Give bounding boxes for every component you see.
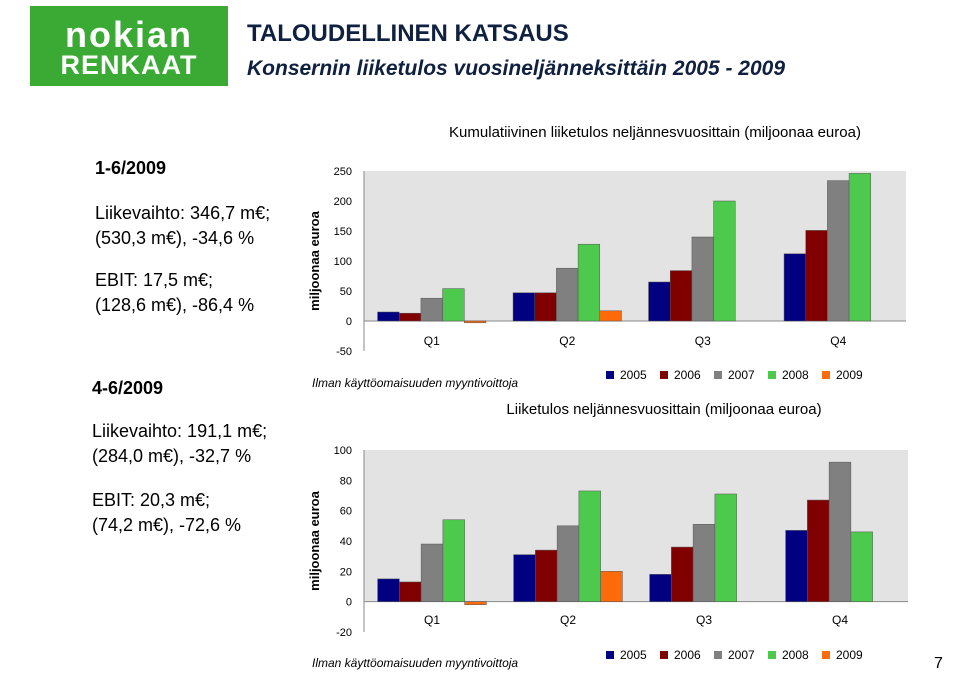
- legend-label: 2009: [836, 648, 863, 662]
- bar-2005-Q2: [513, 554, 536, 602]
- period1-line: Liikevaihto: 346,7 m€;: [95, 203, 271, 223]
- page-title: TALOUDELLINEN KATSAUS: [247, 20, 569, 47]
- bar-2009-Q1: [464, 601, 487, 605]
- legend-swatch-2008: [768, 371, 776, 379]
- y-tick-label: 20: [340, 566, 352, 578]
- legend-label: 2006: [674, 648, 701, 662]
- bar-2007-Q4: [828, 461, 852, 602]
- chart-note: Ilman käyttöomaisuuden myyntivoittoja: [312, 376, 518, 390]
- period1-line: EBIT: 17,5 m€;: [95, 270, 214, 290]
- y-tick-label: 0: [346, 316, 352, 328]
- bar-2008-Q2: [578, 490, 601, 602]
- bar-2008-Q3: [713, 200, 736, 322]
- bar-2008-Q3: [714, 493, 737, 602]
- legend-label: 2008: [782, 368, 809, 382]
- bar-2007-Q2: [556, 525, 580, 602]
- period2-line: Liikevaihto: 191,1 m€;: [92, 421, 268, 441]
- y-tick-label: 200: [334, 196, 352, 208]
- y-tick-label: 0: [346, 597, 352, 609]
- legend-swatch-2007: [714, 371, 722, 379]
- bar-2006-Q1: [399, 581, 422, 602]
- period2-line: (284,0 m€), -32,7 %: [92, 446, 252, 466]
- y-tick-label: -20: [336, 627, 352, 639]
- page-subtitle: Konsernin liiketulos vuosineljänneksittä…: [247, 57, 786, 80]
- x-category-label: Q4: [830, 334, 846, 348]
- y-axis-label: miljoonaa euroa: [307, 490, 322, 590]
- x-category-label: Q2: [559, 334, 575, 348]
- logo-line1: nokian: [64, 14, 193, 55]
- y-tick-label: -50: [336, 346, 352, 358]
- legend-label: 2006: [674, 368, 701, 382]
- period1-line: (530,3 m€), -34,6 %: [95, 228, 255, 248]
- bar-2006-Q2: [535, 549, 558, 602]
- chart-note: Ilman käyttöomaisuuden myyntivoittoja: [312, 656, 518, 670]
- y-axis-label: miljoonaa euroa: [307, 210, 322, 310]
- bar-2007-Q3: [692, 524, 716, 602]
- y-tick-label: 100: [334, 445, 352, 457]
- y-tick-label: 150: [334, 226, 352, 238]
- period2-title: 4-6/2009: [92, 378, 164, 398]
- legend-label: 2008: [782, 648, 809, 662]
- y-tick-label: 50: [340, 286, 352, 298]
- legend-label: 2005: [620, 648, 647, 662]
- period2-line: EBIT: 20,3 m€;: [92, 490, 211, 510]
- bar-2008-Q2: [577, 243, 601, 322]
- x-category-label: Q1: [424, 334, 440, 348]
- x-category-label: Q1: [424, 613, 440, 627]
- x-category-label: Q3: [695, 334, 711, 348]
- legend-swatch-2006: [660, 371, 668, 379]
- legend-swatch-2009: [822, 371, 830, 379]
- x-category-label: Q3: [696, 613, 712, 627]
- period1-title: 1-6/2009: [95, 158, 167, 178]
- legend-swatch-2005: [606, 371, 614, 379]
- bar-2005-Q4: [785, 530, 808, 602]
- bar-2006-Q4: [807, 499, 830, 602]
- legend-swatch-2005: [606, 651, 614, 659]
- nokian-renkaat-logo: nokian RENKAAT: [30, 6, 228, 86]
- bar-2005-Q3: [649, 574, 672, 602]
- bar-2009-Q1: [464, 320, 487, 324]
- chart-title: Kumulatiivinen liiketulos neljännesvuosi…: [449, 124, 861, 141]
- x-category-label: Q4: [832, 613, 848, 627]
- legend-label: 2007: [728, 648, 755, 662]
- y-tick-label: 60: [340, 506, 352, 518]
- bar-2007-Q1: [420, 543, 444, 602]
- bar-2009-Q2: [599, 310, 622, 322]
- legend-label: 2009: [836, 368, 863, 382]
- y-tick-label: 250: [334, 166, 352, 178]
- bar-2008-Q4: [848, 173, 872, 322]
- legend-label: 2007: [728, 368, 755, 382]
- legend-swatch-2007: [714, 651, 722, 659]
- logo-line2: RENKAAT: [60, 50, 198, 80]
- page-number: 7: [934, 655, 943, 672]
- chart-title: Liiketulos neljännesvuosittain (miljoona…: [506, 401, 821, 418]
- bar-2008-Q1: [442, 519, 465, 602]
- bar-2009-Q2: [600, 571, 623, 602]
- bar-2006-Q3: [671, 546, 694, 602]
- bar-2008-Q4: [850, 531, 873, 602]
- y-tick-label: 100: [334, 256, 352, 268]
- legend-swatch-2008: [768, 651, 776, 659]
- x-category-label: Q2: [560, 613, 576, 627]
- period2-line: (74,2 m€), -72,6 %: [92, 515, 242, 535]
- y-tick-label: 80: [340, 475, 352, 487]
- period1-line: (128,6 m€), -86,4 %: [95, 295, 255, 315]
- legend-swatch-2009: [822, 651, 830, 659]
- y-tick-label: 40: [340, 536, 352, 548]
- legend-swatch-2006: [660, 651, 668, 659]
- legend-label: 2005: [620, 368, 647, 382]
- bar-2008-Q1: [442, 288, 465, 322]
- bar-2005-Q1: [377, 578, 400, 602]
